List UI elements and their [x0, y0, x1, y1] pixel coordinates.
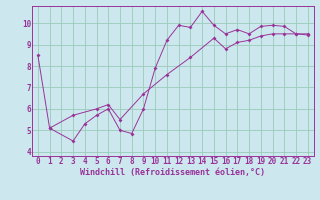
X-axis label: Windchill (Refroidissement éolien,°C): Windchill (Refroidissement éolien,°C)	[80, 168, 265, 177]
